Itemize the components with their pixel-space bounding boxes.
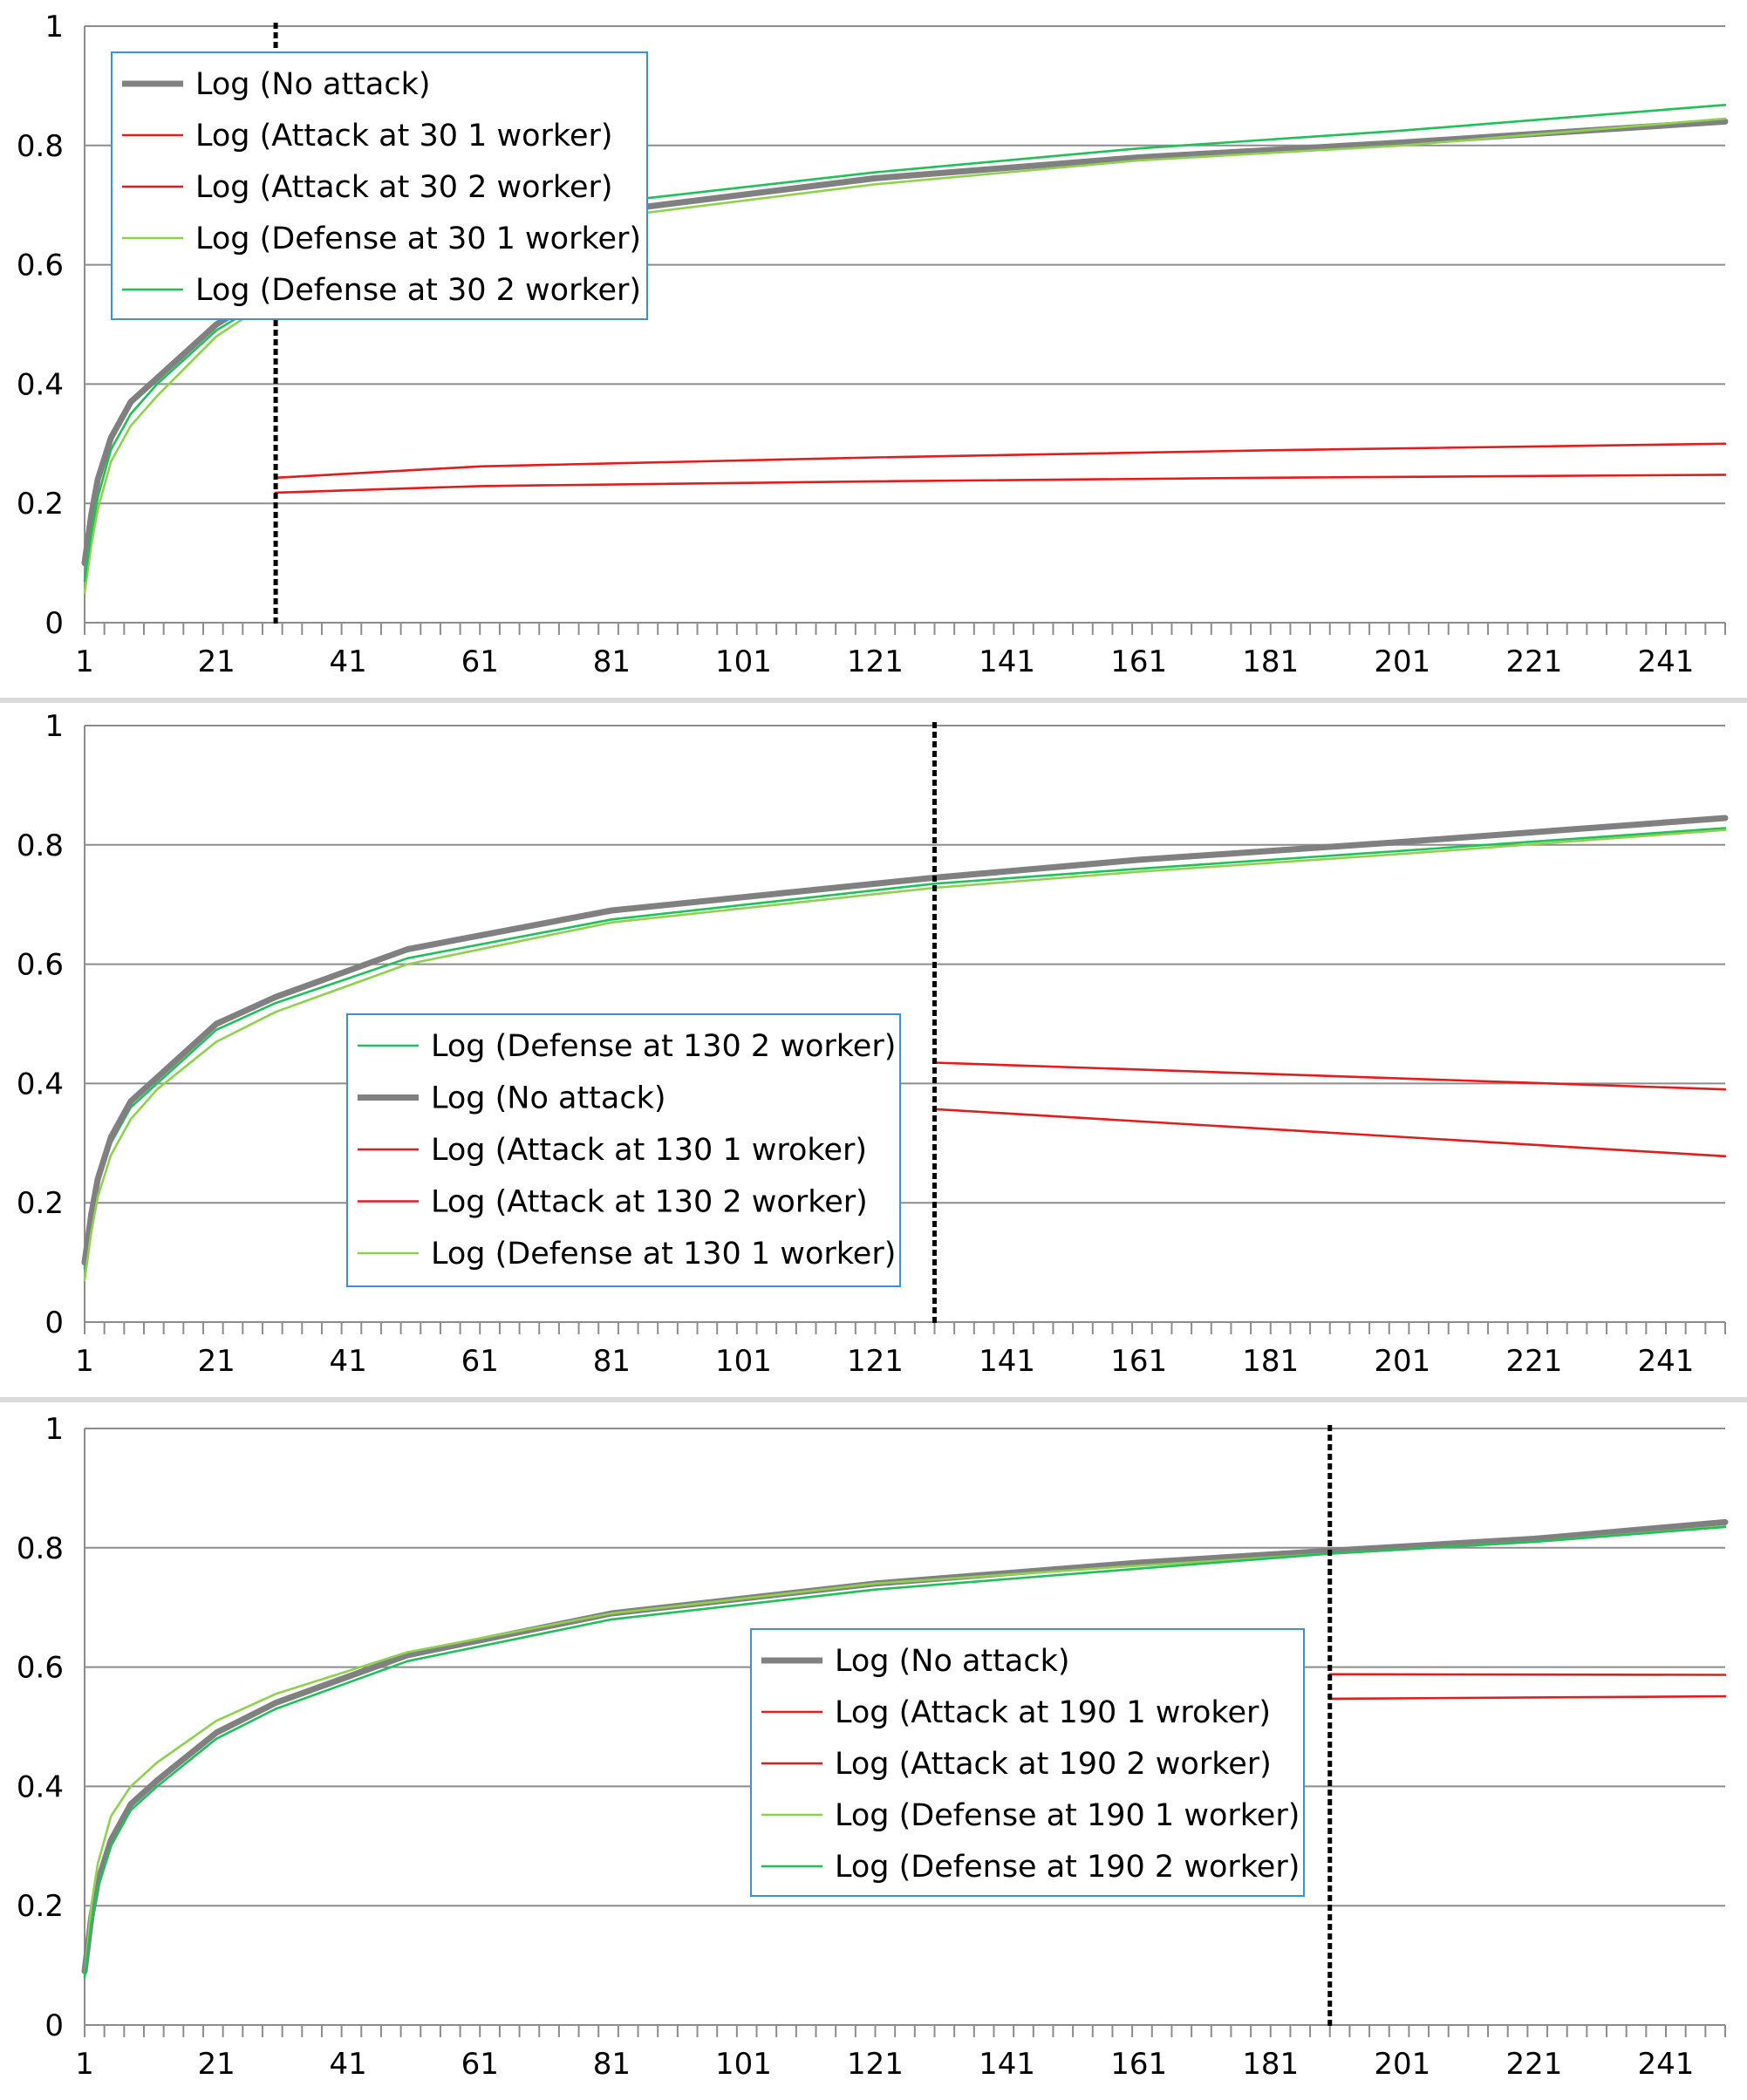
x-tick-label: 81 [593, 2047, 631, 2082]
x-tick-label: 221 [1505, 1344, 1562, 1379]
x-tick-label: 141 [979, 2047, 1035, 2082]
chart-panel-attack-190: 0 0.2 0.4 0.6 0.8 1 1 21 41 61 81 101 121 141 161 181 20… [0, 1402, 1747, 2100]
x-tick-label: 41 [330, 1344, 367, 1379]
chart-panel-attack-30: 0 0.2 0.4 0.6 0.8 1 1 21 41 61 81 101 121 141 161 181 20… [0, 0, 1747, 698]
x-tick-label: 241 [1638, 2047, 1695, 2082]
y-tick-label: 0.6 [17, 1651, 64, 1686]
chart-attack-190: 00.20.40.60.811 21 41 61 81 101 121 141 161 181 20… [17, 1412, 1729, 2082]
x-tick-label: 1 [75, 644, 94, 679]
y-tick-label: 0.4 [17, 1067, 64, 1101]
chart-attack-30: 00.20.40.60.811 21 41 61 81 101 121 141 161 181 20… [17, 10, 1729, 679]
x-tick-label: 101 [715, 1344, 772, 1379]
x-tick-label: 81 [593, 644, 631, 679]
y-tick-label: 0.2 [17, 1186, 64, 1221]
chart-panel-attack-130: 0 0.2 0.4 0.6 0.8 1 1 21 41 61 81 101 121 141 161 181 20… [0, 703, 1747, 1397]
x-tick-label: 1 [75, 2047, 94, 2082]
legend-label: Log (Attack at 130 2 worker) [431, 1185, 868, 1220]
legend-label: Log (Attack at 190 1 wroker) [835, 1695, 1271, 1730]
legend-label: Log (Attack at 30 1 worker) [195, 119, 613, 153]
x-tick-label: 1 [75, 1344, 94, 1379]
y-tick-label: 0.4 [17, 1769, 64, 1804]
x-tick-label: 41 [330, 644, 367, 679]
y-tick-label: 0.8 [17, 129, 64, 164]
x-tick-label: 181 [1242, 2047, 1299, 2082]
x-tick-label: 181 [1242, 644, 1299, 679]
y-tick-label: 0 [44, 2008, 64, 2043]
x-tick-label: 181 [1242, 1344, 1299, 1379]
y-tick-label: 0.4 [17, 367, 64, 402]
y-tick-label: 1 [44, 10, 64, 44]
series-line [1328, 1694, 1727, 1701]
legend-box [346, 1013, 901, 1287]
x-tick-label: 21 [197, 644, 235, 679]
legend-label: Log (No attack) [835, 1644, 1070, 1679]
x-tick-label: 61 [461, 2047, 499, 2082]
series-line [933, 1108, 1727, 1158]
series-line [274, 442, 1727, 480]
x-tick-label: 201 [1374, 2047, 1430, 2082]
x-tick-label: 21 [197, 2047, 235, 2082]
x-tick-label: 41 [330, 2047, 367, 2082]
x-tick-label: 141 [979, 1344, 1035, 1379]
legend-label: Log (No attack) [431, 1081, 666, 1116]
x-tick-label: 21 [197, 1344, 235, 1379]
y-tick-label: 0.6 [17, 948, 64, 983]
legend-label: Log (Attack at 30 2 worker) [195, 170, 613, 205]
series-line [933, 1061, 1727, 1091]
legend-label: Log (Defense at 130 1 worker) [431, 1237, 896, 1272]
y-tick-label: 0 [44, 606, 64, 641]
legend-label: Log (Attack at 130 1 wroker) [431, 1133, 867, 1168]
legend-label: Log (Defense at 190 2 worker) [835, 1850, 1300, 1885]
series-line [81, 1518, 1729, 1974]
legend-box [750, 1628, 1305, 1897]
panel-separator [0, 1397, 1747, 1402]
legend-label: Log (Defense at 130 2 worker) [431, 1029, 896, 1064]
x-tick-label: 221 [1505, 2047, 1562, 2082]
x-tick-label: 161 [1110, 1344, 1167, 1379]
x-tick-label: 61 [461, 644, 499, 679]
x-tick-label: 121 [847, 2047, 904, 2082]
y-tick-label: 0 [44, 1306, 64, 1340]
panel-separator [0, 698, 1747, 703]
legend-label: Log (Defense at 30 1 worker) [195, 222, 641, 256]
x-tick-label: 241 [1638, 644, 1695, 679]
x-tick-label: 221 [1505, 644, 1562, 679]
y-tick-label: 0.8 [17, 1531, 64, 1566]
chart-attack-130: 00.20.40.60.811 21 41 61 81 101 121 141 161 181 20… [17, 709, 1729, 1379]
x-tick-label: 141 [979, 644, 1035, 679]
series-line [1328, 1673, 1727, 1676]
series-line [274, 474, 1727, 494]
x-tick-label: 81 [593, 1344, 631, 1379]
series-line [83, 1525, 1727, 1979]
y-tick-label: 0.6 [17, 249, 64, 283]
series-line [83, 828, 1727, 1282]
x-tick-label: 201 [1374, 1344, 1430, 1379]
x-tick-label: 121 [847, 1344, 904, 1379]
legend-box [111, 51, 648, 320]
y-tick-label: 0.8 [17, 828, 64, 863]
x-tick-label: 101 [715, 644, 772, 679]
x-tick-label: 241 [1638, 1344, 1695, 1379]
x-tick-label: 201 [1374, 644, 1430, 679]
y-tick-label: 1 [44, 709, 64, 744]
x-tick-label: 101 [715, 2047, 772, 2082]
series-line [81, 815, 1729, 1266]
legend-label: Log (Attack at 190 2 worker) [835, 1747, 1272, 1782]
x-tick-label: 121 [847, 644, 904, 679]
y-tick-label: 0.2 [17, 1889, 64, 1924]
legend-label: Log (Defense at 30 2 worker) [195, 273, 641, 308]
legend-label: Log (Defense at 190 1 worker) [835, 1798, 1300, 1833]
y-tick-label: 0.2 [17, 487, 64, 522]
x-tick-label: 61 [461, 1344, 499, 1379]
legend-label: Log (No attack) [195, 67, 431, 102]
y-tick-label: 1 [44, 1412, 64, 1447]
x-tick-label: 161 [1110, 2047, 1167, 2082]
x-tick-label: 161 [1110, 644, 1167, 679]
